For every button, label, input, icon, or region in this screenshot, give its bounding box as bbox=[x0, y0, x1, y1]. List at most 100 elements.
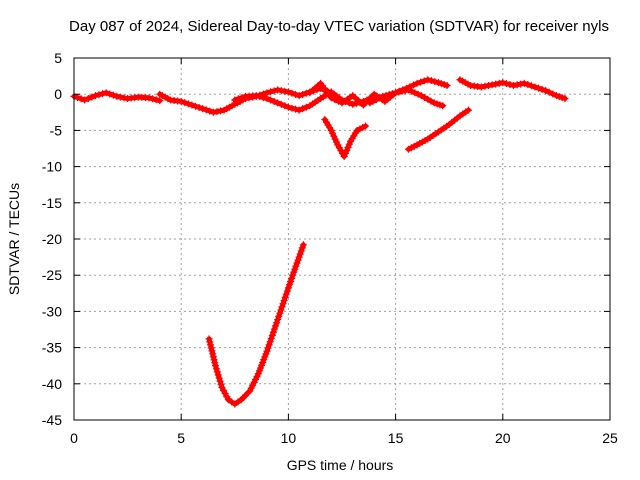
data-point bbox=[217, 380, 225, 388]
data-point bbox=[267, 88, 275, 96]
data-point bbox=[409, 81, 417, 89]
data-point bbox=[344, 143, 352, 151]
data-point bbox=[256, 93, 264, 101]
data-point bbox=[238, 94, 246, 102]
data-point bbox=[439, 102, 447, 110]
data-point bbox=[369, 97, 377, 105]
data-point bbox=[99, 90, 107, 98]
y-tick-label: -20 bbox=[42, 231, 62, 247]
data-point bbox=[211, 359, 219, 367]
y-tick-label: -30 bbox=[42, 303, 62, 319]
data-point bbox=[524, 81, 532, 89]
grid-layer bbox=[74, 58, 610, 420]
data-point bbox=[152, 96, 160, 104]
data-point bbox=[206, 338, 214, 346]
data-point bbox=[366, 99, 374, 107]
data-point bbox=[372, 96, 380, 104]
data-point bbox=[88, 93, 96, 101]
data-point bbox=[291, 265, 299, 273]
data-point bbox=[408, 87, 416, 95]
data-point bbox=[106, 90, 114, 98]
y-tick-label: -25 bbox=[42, 267, 62, 283]
data-point bbox=[218, 383, 226, 391]
data-point bbox=[506, 81, 514, 89]
x-tick-label: 20 bbox=[495, 430, 511, 446]
data-point bbox=[362, 122, 370, 130]
data-point bbox=[276, 309, 284, 317]
data-point bbox=[485, 82, 493, 90]
data-point bbox=[95, 91, 103, 99]
data-point bbox=[464, 106, 472, 114]
data-point bbox=[184, 100, 192, 108]
data-point bbox=[281, 102, 289, 110]
data-point bbox=[341, 149, 349, 157]
data-point bbox=[414, 90, 422, 98]
data-point bbox=[274, 99, 282, 107]
data-point bbox=[277, 100, 285, 108]
x-tick-label: 25 bbox=[602, 430, 618, 446]
data-point bbox=[345, 140, 353, 148]
data-point bbox=[116, 93, 124, 101]
data-point bbox=[209, 108, 217, 116]
data-point bbox=[285, 281, 293, 289]
data-point bbox=[281, 293, 289, 301]
data-point bbox=[263, 95, 271, 103]
data-point bbox=[209, 353, 217, 361]
data-point bbox=[392, 89, 400, 97]
data-point bbox=[294, 256, 302, 264]
data-point bbox=[214, 371, 222, 379]
x-tick-label: 15 bbox=[388, 430, 404, 446]
data-point bbox=[205, 335, 213, 343]
data-point bbox=[109, 91, 117, 99]
data-point bbox=[213, 108, 221, 116]
data-point bbox=[191, 102, 199, 110]
data-point bbox=[288, 89, 296, 97]
data-point bbox=[84, 95, 92, 103]
data-point bbox=[284, 103, 292, 111]
y-tick-label: -40 bbox=[42, 376, 62, 392]
series-sat-h bbox=[404, 106, 472, 153]
data-point bbox=[270, 97, 278, 105]
y-tick-label: -5 bbox=[50, 122, 63, 138]
y-axis-label: SDTVAR / TECUs bbox=[6, 183, 22, 295]
data-point bbox=[299, 241, 307, 249]
data-point bbox=[217, 107, 225, 115]
data-point bbox=[275, 312, 283, 320]
data-point bbox=[302, 103, 310, 111]
data-point bbox=[264, 344, 272, 352]
data-point bbox=[266, 338, 274, 346]
data-point bbox=[413, 79, 421, 87]
data-point bbox=[284, 284, 292, 292]
series-sat-g bbox=[321, 116, 370, 160]
data-point bbox=[208, 347, 216, 355]
data-point bbox=[259, 94, 267, 102]
data-point bbox=[149, 95, 157, 103]
data-point bbox=[340, 152, 348, 160]
data-point bbox=[281, 87, 289, 95]
series-sat-e bbox=[366, 86, 447, 110]
data-point bbox=[492, 80, 500, 88]
data-point bbox=[292, 90, 300, 98]
data-point bbox=[91, 92, 99, 100]
y-tick-label: 0 bbox=[54, 86, 62, 102]
data-point bbox=[207, 341, 215, 349]
data-point bbox=[278, 303, 286, 311]
data-point bbox=[199, 105, 207, 113]
data-point bbox=[298, 244, 306, 252]
data-point bbox=[404, 86, 412, 94]
data-point bbox=[284, 88, 292, 96]
data-point bbox=[270, 87, 278, 95]
data-point bbox=[213, 368, 221, 376]
y-tick-label: -10 bbox=[42, 159, 62, 175]
data-point bbox=[292, 262, 300, 270]
series-sat-a bbox=[70, 89, 164, 105]
data-point bbox=[531, 83, 539, 91]
data-point bbox=[288, 104, 296, 112]
x-axis-label: GPS time / hours bbox=[287, 457, 394, 473]
data-point bbox=[327, 94, 335, 102]
data-point bbox=[212, 365, 220, 373]
data-point bbox=[274, 316, 282, 324]
data-point bbox=[293, 259, 301, 267]
y-tick-label: -35 bbox=[42, 340, 62, 356]
data-point bbox=[495, 79, 503, 87]
